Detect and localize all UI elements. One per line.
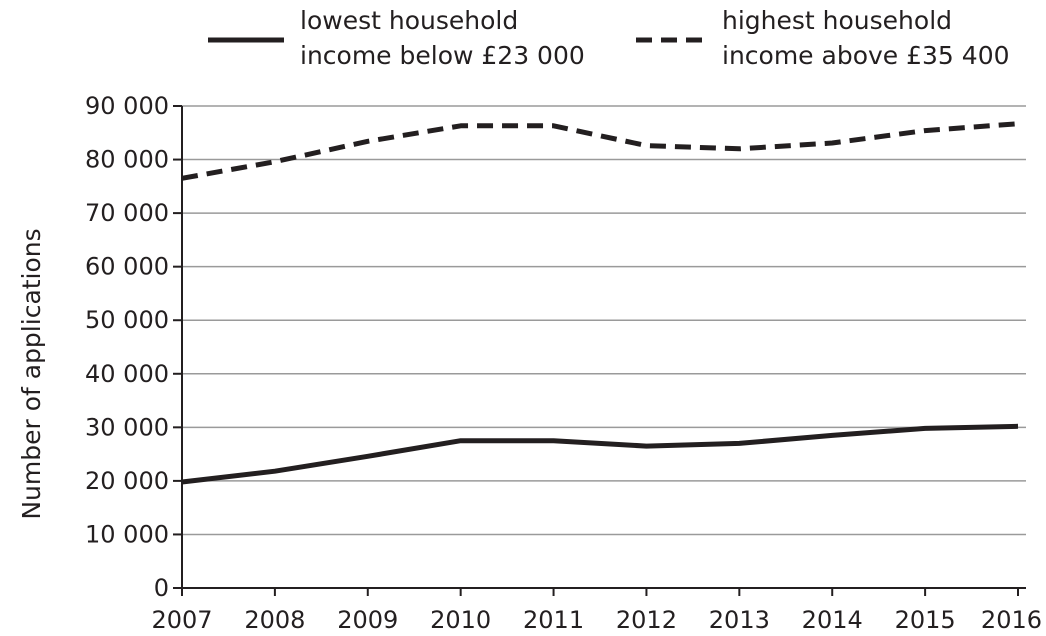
x-axis-ticks: 2007 2008 2009 2010 2011 2012 2013 2014 2015 2016 [151,587,1042,634]
x-tick-label: 2012 [616,606,677,634]
y-tick-label: 80 000 [85,146,169,174]
gridlines [182,105,1026,536]
legend-label-lowest-income-line-2: income below £23 000 [300,41,585,70]
x-tick-label: 2013 [709,606,770,634]
x-tick-label: 2015 [895,606,956,634]
series-line-lowest-income [181,423,1019,485]
y-tick-label: 30 000 [85,413,169,441]
x-tick-label: 2008 [244,606,305,634]
y-tick-label: 90 000 [85,92,169,120]
y-tick-label: 60 000 [85,253,169,281]
y-tick-label: 10 000 [85,520,169,548]
x-tick-label: 2011 [523,606,584,634]
y-tick-label: 0 [154,574,169,602]
legend-label-highest-income-line-1: highest household [722,6,952,35]
y-tick-label: 70 000 [85,199,169,227]
legend-label-highest-income-line-2: income above £35 400 [722,41,1010,70]
y-tick-label: 40 000 [85,360,169,388]
x-tick-label: 2007 [151,606,212,634]
legend: lowest household income below £23 000 hi… [208,6,1010,70]
series-layer [181,121,1019,485]
y-axis-ticks: 0 10 000 20 000 30 000 40 000 50 000 60 000 70 … [85,92,183,602]
x-tick-label: 2010 [430,606,491,634]
x-tick-label: 2016 [981,606,1042,634]
y-axis-title: Number of applications [17,228,46,519]
x-tick-label: 2014 [802,606,863,634]
x-tick-label: 2009 [337,606,398,634]
y-tick-label: 50 000 [85,306,169,334]
legend-label-lowest-income-line-1: lowest household [300,6,518,35]
y-tick-label: 20 000 [85,467,169,495]
series-line-highest-income [181,121,1019,181]
